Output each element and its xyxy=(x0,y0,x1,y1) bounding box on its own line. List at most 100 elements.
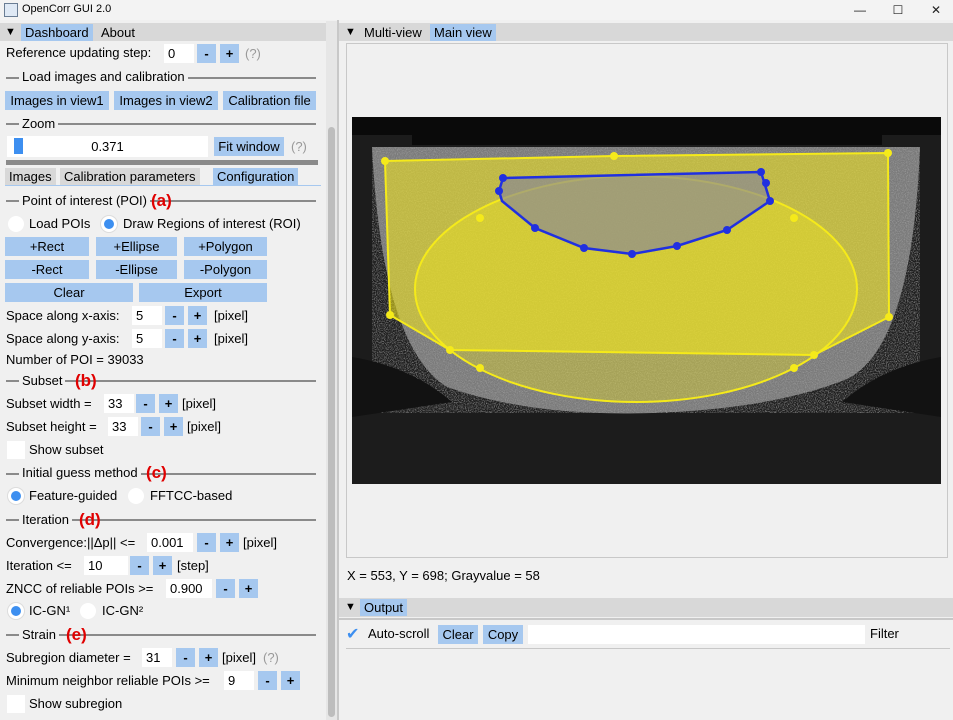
reference-step-plus-button[interactable]: + xyxy=(220,44,239,63)
title-bar: OpenCorr GUI 2.0 — ☐ ✕ xyxy=(0,0,953,20)
show-subset-label: Show subset xyxy=(29,442,104,457)
icgn1-radio[interactable] xyxy=(8,603,24,619)
space-y-minus-button[interactable]: - xyxy=(165,329,184,348)
export-button[interactable]: Export xyxy=(139,283,267,302)
icgn1-label: IC-GN¹ xyxy=(29,603,71,618)
show-subregion-checkbox[interactable] xyxy=(7,695,25,713)
clear-roi-button[interactable]: Clear xyxy=(5,283,133,302)
tab-main-view[interactable]: Main view xyxy=(430,24,496,41)
subset-width-input[interactable]: 33 xyxy=(104,394,134,413)
iteration-minus-button[interactable]: - xyxy=(130,556,149,575)
tab-multi-view[interactable]: Multi-view xyxy=(364,25,422,40)
draw-roi-radio[interactable] xyxy=(101,216,117,232)
load-pois-radio[interactable] xyxy=(8,216,24,232)
convergence-minus-button[interactable]: - xyxy=(197,533,216,552)
divider xyxy=(6,123,316,125)
divider xyxy=(6,634,316,636)
tab-output[interactable]: Output xyxy=(360,599,408,616)
iteration-label: Iteration <= xyxy=(6,558,72,573)
sub-ellipse-button[interactable]: -Ellipse xyxy=(96,260,177,279)
zncc-label: ZNCC of reliable POIs >= xyxy=(6,581,154,596)
images-view2-button[interactable]: Images in view2 xyxy=(114,91,218,110)
tab-configuration[interactable]: Configuration xyxy=(213,168,299,185)
zncc-minus-button[interactable]: - xyxy=(216,579,235,598)
roi-overlay[interactable] xyxy=(352,117,941,484)
zncc-input[interactable]: 0.900 xyxy=(166,579,212,598)
convergence-input[interactable]: 0.001 xyxy=(147,533,193,552)
subset-width-minus-button[interactable]: - xyxy=(136,394,155,413)
min-neighbor-minus-button[interactable]: - xyxy=(258,671,277,690)
output-clear-button[interactable]: Clear xyxy=(438,625,478,644)
space-y-plus-button[interactable]: + xyxy=(188,329,207,348)
divider xyxy=(6,519,316,521)
filter-input[interactable] xyxy=(528,625,865,644)
fftcc-radio[interactable] xyxy=(128,488,144,504)
annotation-c: (c) xyxy=(146,463,167,482)
min-neighbor-input[interactable]: 9 xyxy=(224,671,254,690)
strain-help-icon[interactable]: (?) xyxy=(263,650,279,665)
tab-calibration-parameters[interactable]: Calibration parameters xyxy=(60,168,200,185)
min-neighbor-plus-button[interactable]: + xyxy=(281,671,300,690)
collapse-arrow-icon[interactable]: ▼ xyxy=(5,26,16,38)
minimize-button[interactable]: — xyxy=(854,3,866,17)
dashboard-panel: ▼ Dashboard About Reference updating ste… xyxy=(0,20,337,720)
space-x-minus-button[interactable]: - xyxy=(165,306,184,325)
icgn2-radio[interactable] xyxy=(80,603,96,619)
iteration-input[interactable]: 10 xyxy=(84,556,128,575)
tab-images[interactable]: Images xyxy=(5,168,56,185)
specimen-image[interactable] xyxy=(352,117,941,484)
reference-step-label: Reference updating step: xyxy=(6,45,152,60)
zoom-section-title: Zoom xyxy=(19,114,59,133)
zncc-plus-button[interactable]: + xyxy=(239,579,258,598)
close-button[interactable]: ✕ xyxy=(930,3,942,17)
add-polygon-button[interactable]: +Polygon xyxy=(184,237,267,256)
subset-height-input[interactable]: 33 xyxy=(108,417,138,436)
output-header xyxy=(339,598,953,617)
tab-dashboard[interactable]: Dashboard xyxy=(21,24,93,41)
space-x-input[interactable]: 5 xyxy=(132,306,162,325)
filter-label: Filter xyxy=(870,626,899,641)
subset-height-minus-button[interactable]: - xyxy=(141,417,160,436)
zoom-slider[interactable]: 0.371 xyxy=(7,136,208,157)
iteration-unit: [step] xyxy=(177,558,209,573)
checkmark-icon[interactable]: ✔ xyxy=(346,626,360,643)
reference-help-icon[interactable]: (?) xyxy=(245,46,261,61)
images-view1-button[interactable]: Images in view1 xyxy=(5,91,109,110)
iteration-plus-button[interactable]: + xyxy=(153,556,172,575)
panel-splitter[interactable] xyxy=(337,20,339,720)
add-ellipse-button[interactable]: +Ellipse xyxy=(96,237,177,256)
view-collapse-arrow-icon[interactable]: ▼ xyxy=(345,26,356,38)
add-rect-button[interactable]: +Rect xyxy=(5,237,89,256)
poi-count: Number of POI = 39033 xyxy=(6,352,144,367)
tab-about[interactable]: About xyxy=(101,25,135,40)
sub-polygon-button[interactable]: -Polygon xyxy=(184,260,267,279)
space-x-plus-button[interactable]: + xyxy=(188,306,207,325)
subregion-diameter-plus-button[interactable]: + xyxy=(199,648,218,667)
show-subset-checkbox[interactable] xyxy=(7,441,25,459)
subset-section-title: Subset xyxy=(19,371,66,390)
space-y-input[interactable]: 5 xyxy=(132,329,162,348)
subregion-diameter-unit: [pixel] xyxy=(222,650,256,665)
polygon-handles[interactable] xyxy=(381,149,893,372)
feature-guided-radio[interactable] xyxy=(8,488,24,504)
fit-window-button[interactable]: Fit window xyxy=(214,137,284,156)
subregion-diameter-minus-button[interactable]: - xyxy=(176,648,195,667)
subset-height-plus-button[interactable]: + xyxy=(164,417,183,436)
output-collapse-arrow-icon[interactable]: ▼ xyxy=(345,601,356,613)
sub-rect-button[interactable]: -Rect xyxy=(5,260,89,279)
convergence-unit: [pixel] xyxy=(243,535,277,550)
zoom-help-icon[interactable]: (?) xyxy=(291,139,307,154)
reference-step-minus-button[interactable]: - xyxy=(197,44,216,63)
zoom-slider-fill xyxy=(14,138,23,154)
maximize-button[interactable]: ☐ xyxy=(892,3,904,17)
icgn2-label: IC-GN² xyxy=(102,603,144,618)
reference-step-input[interactable]: 0 xyxy=(164,44,194,63)
output-copy-button[interactable]: Copy xyxy=(483,625,523,644)
convergence-plus-button[interactable]: + xyxy=(220,533,239,552)
calibration-file-button[interactable]: Calibration file xyxy=(223,91,316,110)
subset-width-plus-button[interactable]: + xyxy=(159,394,178,413)
subtract-handles[interactable] xyxy=(495,168,774,258)
scrollbar-thumb[interactable] xyxy=(328,127,335,717)
subregion-diameter-input[interactable]: 31 xyxy=(142,648,172,667)
left-panel-scrollbar[interactable] xyxy=(326,21,337,720)
